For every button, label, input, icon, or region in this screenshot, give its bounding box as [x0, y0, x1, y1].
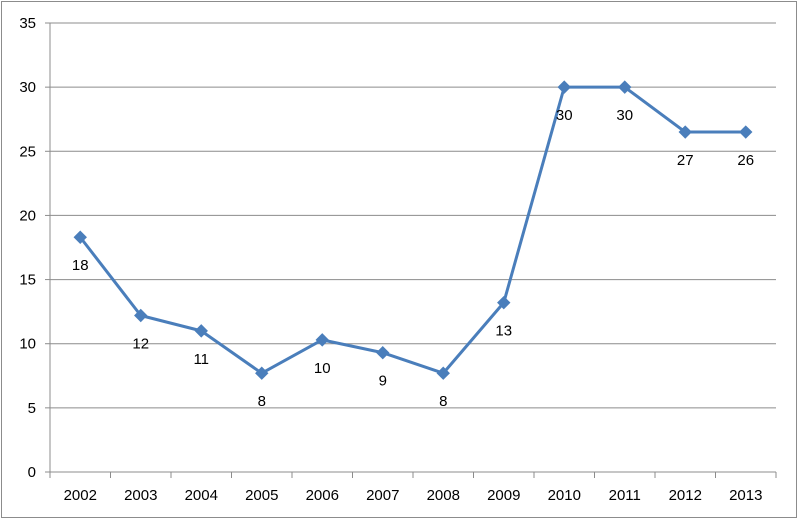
- x-tick-label: 2002: [64, 487, 97, 504]
- data-point-marker: [497, 295, 511, 310]
- x-tick-label: 2003: [124, 487, 157, 504]
- data-label: 9: [379, 373, 387, 390]
- series-group: [73, 80, 753, 380]
- data-label: 8: [258, 393, 266, 410]
- y-tick-label: 20: [19, 207, 36, 224]
- data-point-marker: [618, 80, 632, 94]
- data-label: 8: [439, 393, 447, 410]
- data-label: 10: [314, 360, 331, 377]
- x-tick-label: 2012: [669, 487, 702, 504]
- y-tick-label: 0: [28, 464, 36, 481]
- x-tick-label: 2010: [548, 487, 581, 504]
- data-point-marker: [436, 366, 450, 380]
- data-label: 30: [556, 107, 573, 124]
- data-label: 26: [737, 152, 754, 169]
- data-point-marker: [739, 125, 753, 139]
- x-axis-ticks: 2002 2003 2004 2005 2006 2007 2008 2009 2010 2011…: [49, 472, 777, 504]
- y-tick-label: 15: [19, 272, 36, 289]
- y-axis-ticks: 0 5 10 15 20 25 30 35: [19, 15, 50, 481]
- data-point-marker: [315, 333, 329, 347]
- data-point-marker: [557, 80, 571, 94]
- y-tick-label: 30: [19, 79, 36, 96]
- x-tick-label: 2004: [185, 487, 218, 504]
- data-point-marker: [134, 308, 148, 323]
- data-point-marker: [194, 324, 208, 338]
- x-tick-label: 2013: [729, 487, 762, 504]
- x-tick-label: 2008: [427, 487, 460, 504]
- x-tick-label: 2007: [366, 487, 399, 504]
- data-label: 11: [193, 351, 209, 368]
- x-tick-label: 2006: [306, 487, 339, 504]
- x-tick-label: 2009: [487, 487, 520, 504]
- data-label: 27: [677, 152, 694, 169]
- series-line: [79, 85, 746, 375]
- data-label: 18: [72, 257, 89, 274]
- y-tick-label: 25: [19, 143, 36, 160]
- axes: [49, 23, 776, 473]
- y-tick-label: 5: [28, 400, 36, 417]
- x-tick-label: 2005: [245, 487, 278, 504]
- y-tick-label: 35: [19, 15, 36, 32]
- data-labels: 18 12 11 8 10 9 8 13 30 30 27 26: [72, 107, 754, 410]
- y-tick-label: 10: [19, 336, 36, 353]
- data-label: 30: [616, 107, 633, 124]
- data-label: 12: [132, 335, 149, 352]
- data-point-marker: [678, 125, 692, 139]
- gridlines: [50, 22, 776, 409]
- data-point-marker: [73, 230, 87, 244]
- data-point-marker: [376, 345, 390, 360]
- data-point-marker: [255, 366, 269, 380]
- data-label: 13: [495, 323, 512, 340]
- x-tick-label: 2011: [609, 487, 641, 504]
